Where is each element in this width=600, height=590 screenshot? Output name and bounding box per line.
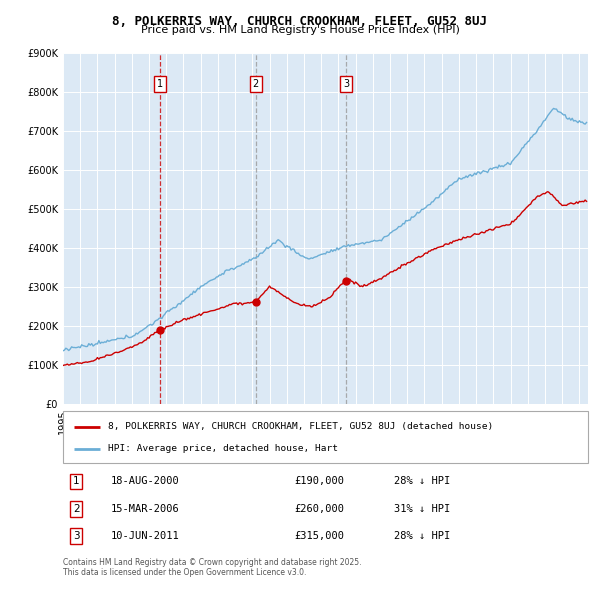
Text: Price paid vs. HM Land Registry's House Price Index (HPI): Price paid vs. HM Land Registry's House …	[140, 25, 460, 35]
Text: 2: 2	[73, 504, 79, 514]
Text: 18-AUG-2000: 18-AUG-2000	[110, 477, 179, 487]
Text: 2: 2	[253, 79, 259, 89]
Text: 3: 3	[343, 79, 349, 89]
Text: 28% ↓ HPI: 28% ↓ HPI	[394, 477, 450, 487]
Text: 10-JUN-2011: 10-JUN-2011	[110, 531, 179, 541]
Text: HPI: Average price, detached house, Hart: HPI: Average price, detached house, Hart	[107, 444, 338, 453]
Text: £190,000: £190,000	[294, 477, 344, 487]
Text: Contains HM Land Registry data © Crown copyright and database right 2025.: Contains HM Land Registry data © Crown c…	[63, 558, 361, 566]
Text: 1: 1	[73, 477, 79, 487]
Text: 3: 3	[73, 531, 79, 541]
Text: This data is licensed under the Open Government Licence v3.0.: This data is licensed under the Open Gov…	[63, 568, 307, 576]
Text: 15-MAR-2006: 15-MAR-2006	[110, 504, 179, 514]
FancyBboxPatch shape	[63, 411, 588, 463]
Text: 31% ↓ HPI: 31% ↓ HPI	[394, 504, 450, 514]
Text: £315,000: £315,000	[294, 531, 344, 541]
Text: 8, POLKERRIS WAY, CHURCH CROOKHAM, FLEET, GU52 8UJ: 8, POLKERRIS WAY, CHURCH CROOKHAM, FLEET…	[113, 15, 487, 28]
Text: 8, POLKERRIS WAY, CHURCH CROOKHAM, FLEET, GU52 8UJ (detached house): 8, POLKERRIS WAY, CHURCH CROOKHAM, FLEET…	[107, 422, 493, 431]
Text: £260,000: £260,000	[294, 504, 344, 514]
Text: 28% ↓ HPI: 28% ↓ HPI	[394, 531, 450, 541]
Text: 1: 1	[157, 79, 163, 89]
